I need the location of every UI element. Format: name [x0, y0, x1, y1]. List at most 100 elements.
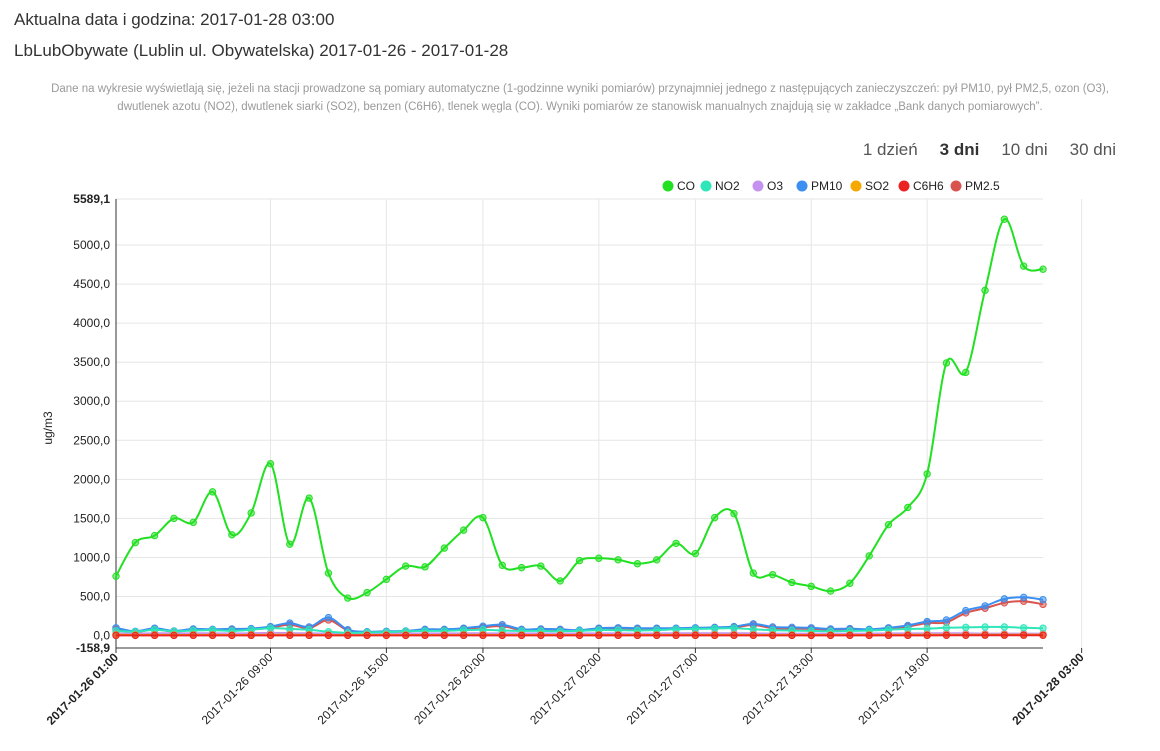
legend-marker-no2	[700, 180, 712, 192]
data-point-co	[498, 561, 506, 569]
data-point-pm10	[942, 616, 951, 624]
data-point-co	[556, 577, 564, 585]
data-point-c6h6	[826, 631, 835, 640]
tab-3-days[interactable]: 3 dni	[939, 140, 980, 159]
legend-marker-so2	[850, 180, 862, 192]
station-title: LbLubObywate (Lublin ul. Obywatelska) 20…	[14, 41, 509, 60]
chart-legend[interactable]: CO NO2 O3 PM10 SO2 C6H6 PM2.5	[662, 179, 1001, 193]
data-point-no2	[266, 624, 275, 632]
data-point-co	[459, 526, 468, 534]
data-point-c6h6	[305, 631, 313, 640]
data-point-co	[382, 575, 391, 584]
data-point-co	[479, 513, 487, 522]
data-point-co	[788, 578, 796, 587]
legend-marker-pm10	[796, 180, 808, 192]
data-point-co	[401, 562, 410, 570]
data-point-c6h6	[266, 631, 275, 640]
chart-grid	[115, 198, 1083, 649]
data-point-c6h6	[498, 631, 506, 640]
chart-series	[112, 215, 1047, 640]
data-point-co	[1019, 262, 1028, 270]
data-point-c6h6	[633, 631, 642, 640]
legend-item-c6h6[interactable]: C6H6	[898, 179, 945, 193]
data-point-co	[730, 510, 738, 518]
data-point-co	[1039, 265, 1047, 273]
data-point-co	[189, 518, 197, 527]
data-point-co	[923, 470, 931, 478]
tab-30-days[interactable]: 30 dni	[1069, 140, 1116, 159]
data-point-c6h6	[1019, 631, 1028, 639]
data-point-c6h6	[479, 631, 487, 640]
data-point-co	[170, 514, 178, 523]
data-point-c6h6	[537, 631, 545, 640]
x-tick-label: 2017-01-27 02:00	[527, 650, 604, 727]
data-point-c6h6	[884, 631, 893, 640]
legend-label-c6h6: C6H6	[913, 179, 944, 193]
series-line-co	[115, 218, 1044, 601]
legend-item-so2[interactable]: SO2	[850, 179, 890, 193]
data-point-pm10	[1039, 595, 1047, 604]
tab-10-days[interactable]: 10 dni	[1001, 140, 1048, 159]
data-point-no2	[962, 623, 970, 632]
data-point-c6h6	[730, 631, 738, 640]
data-point-c6h6	[344, 631, 352, 640]
data-point-pm10	[1019, 593, 1028, 602]
legend-item-no2[interactable]: NO2	[700, 179, 741, 193]
legend-item-co[interactable]: CO	[662, 179, 696, 193]
data-point-co	[324, 569, 333, 577]
data-point-c6h6	[421, 631, 429, 640]
x-tick-label: 2017-01-27 07:00	[624, 650, 701, 727]
y-tick-label: 500,0	[80, 590, 110, 604]
data-point-c6h6	[112, 631, 120, 640]
data-point-c6h6	[1039, 631, 1047, 639]
data-point-no2	[1039, 624, 1047, 632]
data-point-co	[344, 594, 352, 602]
data-point-co	[633, 560, 642, 568]
data-point-co	[672, 539, 680, 548]
legend-label-pm2-5: PM2.5	[965, 179, 1000, 193]
data-point-c6h6	[981, 631, 989, 639]
legend-item-pm2-5[interactable]: PM2.5	[950, 179, 1001, 193]
data-point-c6h6	[768, 631, 777, 640]
data-point-c6h6	[595, 631, 603, 640]
x-tick-label: 2017-01-26 09:00	[199, 650, 276, 727]
data-point-co	[942, 359, 951, 367]
data-point-c6h6	[517, 631, 526, 640]
y-axis-label: ug/m3	[41, 411, 55, 445]
data-point-co	[305, 494, 313, 502]
data-point-c6h6	[788, 631, 796, 640]
data-point-co	[1000, 215, 1009, 223]
range-tabs: 1 dzień 3 dni 10 dni 30 dni	[863, 140, 1116, 160]
y-tick-label: 2000,0	[73, 472, 110, 486]
data-point-c6h6	[962, 631, 970, 639]
y-tick-label: 1500,0	[73, 511, 110, 525]
data-point-co	[846, 579, 854, 587]
data-point-co	[904, 503, 912, 512]
data-point-c6h6	[208, 631, 217, 640]
data-point-pm10	[324, 613, 333, 622]
data-point-co	[440, 544, 449, 552]
data-point-co	[517, 563, 526, 572]
legend-item-o3[interactable]: O3	[752, 179, 784, 193]
legend-item-pm10[interactable]: PM10	[796, 179, 843, 193]
data-point-pm10	[962, 606, 970, 615]
data-point-co	[208, 488, 217, 496]
y-tick-label: 1000,0	[73, 550, 110, 564]
tab-1-day[interactable]: 1 dzień	[862, 140, 918, 159]
data-point-pm10	[923, 617, 931, 626]
data-point-c6h6	[556, 631, 564, 640]
data-point-c6h6	[672, 631, 680, 640]
y-tick-label: 5589,1	[73, 192, 110, 206]
data-point-c6h6	[904, 631, 912, 640]
chart-axes	[115, 199, 1043, 649]
data-point-co	[981, 286, 989, 295]
series-c6h6	[112, 631, 1047, 640]
data-point-co	[150, 531, 159, 540]
data-point-c6h6	[865, 631, 873, 640]
y-tick-label: 0,0	[93, 629, 110, 643]
legend-label-pm10: PM10	[811, 179, 843, 193]
x-tick-label: 2017-01-27 13:00	[739, 650, 816, 727]
data-point-co	[653, 556, 661, 564]
y-axis-ticks: -158,90,0 500,0 1000,0 1500,0 2000,0 2500,0 30…	[73, 192, 110, 655]
